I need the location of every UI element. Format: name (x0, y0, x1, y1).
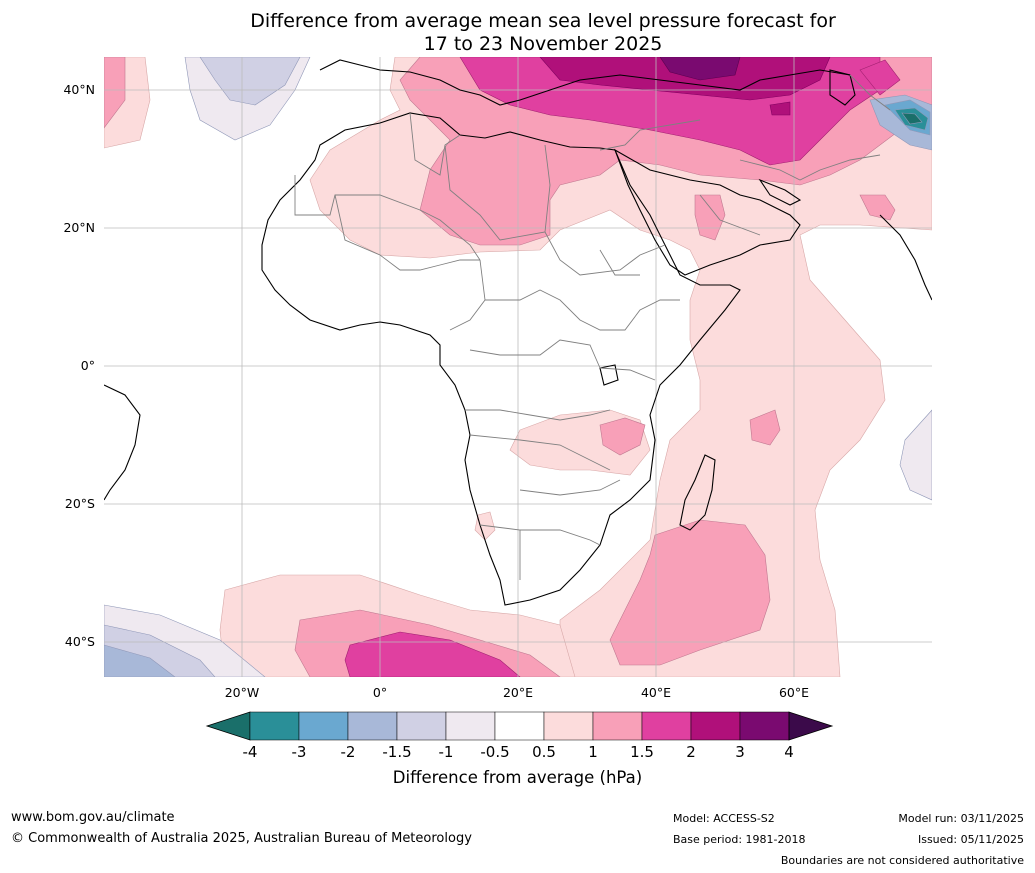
colorbar-extend-low (205, 711, 251, 741)
lat-label-20n: 20°N (63, 220, 95, 235)
colorbar-tick: -3 (291, 743, 307, 761)
lat-label-40s: 40°S (64, 634, 95, 649)
colorbar-tick: 1 (588, 743, 598, 761)
lon-label-60e: 60°E (778, 685, 810, 700)
footer-model-run: Model run: 03/11/2025 (898, 812, 1024, 825)
lat-label-0: 0° (80, 358, 95, 373)
lon-label-20e: 20°E (502, 685, 534, 700)
footer-website: www.bom.gov.au/climate (11, 810, 175, 825)
colorbar-segment (641, 711, 692, 741)
map-title: Difference from average mean sea level p… (0, 10, 1035, 56)
colorbar-tick: -4 (242, 743, 258, 761)
colorbar-segment (739, 711, 790, 741)
anomaly-deep-magenta (539, 57, 831, 116)
title-line-1: Difference from average mean sea level p… (250, 10, 836, 32)
colorbar-segment (347, 711, 398, 741)
footer-issued: Issued: 05/11/2025 (917, 833, 1024, 846)
colorbar-tick: 1.5 (630, 743, 654, 761)
footer-disclaimer: Boundaries are not considered authoritat… (780, 854, 1024, 867)
colorbar-segment (592, 711, 643, 741)
anomaly-purple (659, 57, 741, 81)
colorbar-segment (298, 711, 349, 741)
colorbar-tick: 0.5 (532, 743, 556, 761)
footer-base-period: Base period: 1981-2018 (673, 833, 806, 846)
colorbar-tick: -2 (340, 743, 356, 761)
colorbar-tick: -1 (438, 743, 454, 761)
arabia-coastline (613, 148, 801, 276)
colorbar-segment (690, 711, 741, 741)
colorbar-tick: 4 (784, 743, 794, 761)
lon-label-20w: 20°W (224, 685, 260, 700)
colorbar-segment (445, 711, 496, 741)
map-area (104, 57, 932, 677)
graticule (104, 57, 932, 677)
footer-model: Model: ACCESS-S2 (673, 812, 775, 825)
colorbar-label: Difference from average (hPa) (392, 768, 643, 787)
title-line-2: 17 to 23 November 2025 (423, 33, 663, 55)
colorbar-segment (494, 711, 545, 741)
country-borders (294, 74, 891, 580)
colorbar (205, 711, 834, 741)
india-coastline (879, 214, 932, 301)
lon-label-0: 0° (372, 685, 388, 700)
lake-victoria (599, 364, 619, 386)
europe-coastline (319, 59, 851, 106)
anomaly-negative (104, 57, 932, 677)
colorbar-tick: 3 (735, 743, 745, 761)
lon-label-40e: 40°E (640, 685, 672, 700)
south-america-coastline (104, 384, 141, 501)
madagascar-coastline (679, 454, 716, 531)
colorbar-segment (543, 711, 594, 741)
footer-copyright: © Commonwealth of Australia 2025, Austra… (11, 831, 472, 846)
lat-label-40n: 40°N (63, 82, 95, 97)
colorbar-tick: -1.5 (382, 743, 412, 761)
lat-label-20s: 20°S (64, 496, 95, 511)
colorbar-segment (396, 711, 447, 741)
colorbar-extend-high (788, 711, 834, 741)
colorbar-tick: -0.5 (480, 743, 510, 761)
colorbar-segment (249, 711, 300, 741)
persian-gulf-coastline (758, 178, 802, 206)
caspian-coastline (829, 69, 856, 106)
colorbar-tick: 2 (686, 743, 696, 761)
